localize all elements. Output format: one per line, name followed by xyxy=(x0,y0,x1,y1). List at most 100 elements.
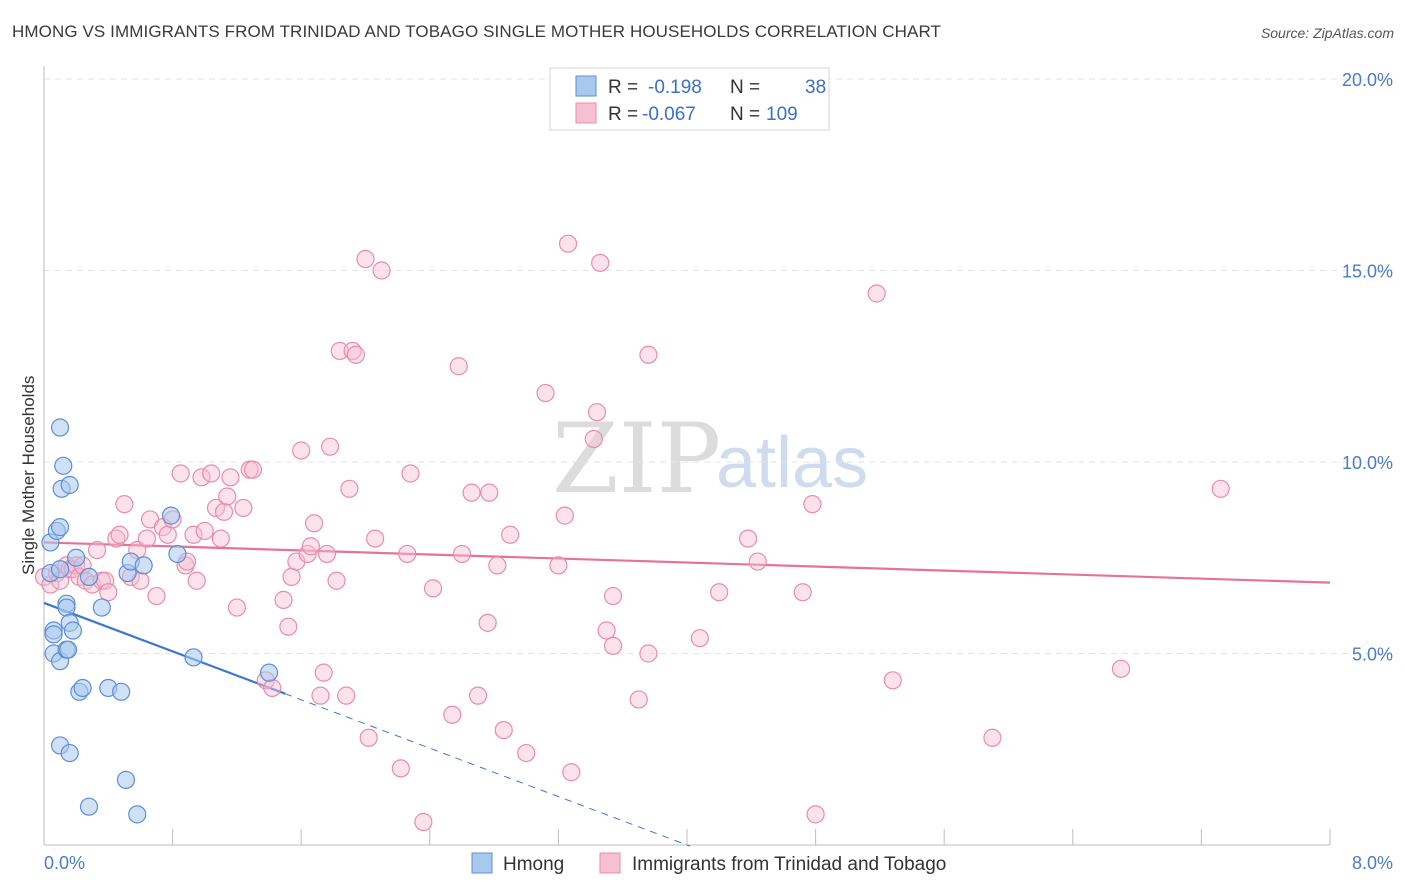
watermark-zip: ZIP xyxy=(552,403,721,515)
point-trinidad xyxy=(449,357,468,376)
point-hmong xyxy=(134,556,153,575)
legend-swatch-hmong xyxy=(575,75,597,97)
point-trinidad xyxy=(748,552,767,571)
trend-line-trinidad xyxy=(43,541,1331,584)
point-hmong xyxy=(184,648,203,667)
y-tick-label-20: 20.0% xyxy=(1342,70,1393,90)
point-trinidad xyxy=(301,537,320,556)
point-trinidad xyxy=(549,556,568,575)
point-trinidad xyxy=(1211,479,1230,498)
point-trinidad xyxy=(195,521,214,541)
point-trinidad xyxy=(337,686,356,705)
legend-n-label-trinidad: N = xyxy=(730,104,760,125)
point-trinidad xyxy=(597,621,616,640)
point-trinidad xyxy=(292,441,311,460)
point-trinidad xyxy=(793,583,812,602)
point-trinidad xyxy=(558,234,578,253)
point-hmong xyxy=(92,598,111,617)
point-trinidad xyxy=(806,805,825,824)
legend-n-value-trinidad: 109 xyxy=(766,104,798,125)
point-trinidad xyxy=(147,586,166,606)
point-trinidad xyxy=(603,586,623,606)
chart-title: HMONG VS IMMIGRANTS FROM TRINIDAD AND TO… xyxy=(12,22,942,41)
point-trinidad xyxy=(414,812,433,832)
point-hmong xyxy=(116,770,136,789)
watermark-atlas: atlas xyxy=(716,423,868,503)
point-trinidad xyxy=(314,663,333,682)
point-trinidad xyxy=(536,383,555,403)
bottom-legend-swatch-hmong xyxy=(471,852,493,874)
point-trinidad xyxy=(584,429,603,449)
point-trinidad xyxy=(488,556,507,575)
point-trinidad xyxy=(234,498,253,518)
point-trinidad xyxy=(327,571,346,590)
series-trinidad-points xyxy=(34,234,1230,832)
point-trinidad xyxy=(214,502,234,521)
point-trinidad xyxy=(883,671,902,690)
point-trinidad xyxy=(274,590,293,609)
point-trinidad xyxy=(366,529,385,548)
point-trinidad xyxy=(591,253,610,272)
point-trinidad xyxy=(359,728,378,747)
point-trinidad xyxy=(171,464,190,483)
point-trinidad xyxy=(398,544,417,564)
point-trinidad xyxy=(555,506,574,525)
point-trinidad xyxy=(603,636,623,655)
point-trinidad xyxy=(346,345,365,364)
point-hmong xyxy=(59,640,78,659)
point-trinidad xyxy=(282,567,301,587)
point-trinidad xyxy=(372,261,391,280)
point-trinidad xyxy=(218,487,237,506)
legend-r-value-hmong: -0.198 xyxy=(648,77,702,98)
point-trinidad xyxy=(87,540,107,560)
point-trinidad xyxy=(517,743,536,763)
point-trinidad xyxy=(202,464,221,483)
point-trinidad xyxy=(321,437,340,456)
x-tick-label-min: 0.0% xyxy=(44,853,85,873)
legend-box: R = -0.198 N = 38 R = -0.067 N = 109 xyxy=(549,67,830,131)
point-trinidad xyxy=(462,483,481,502)
trend-line-hmong-extension xyxy=(284,693,691,847)
bottom-legend-trinidad: Immigrants from Trinidad and Tobago xyxy=(632,854,946,875)
point-trinidad xyxy=(340,479,359,498)
legend-n-label-hmong: N = xyxy=(730,77,760,98)
point-trinidad xyxy=(243,460,263,479)
point-trinidad xyxy=(401,464,420,483)
point-hmong xyxy=(60,475,79,495)
point-trinidad xyxy=(115,495,134,514)
legend-swatch-trinidad xyxy=(575,102,597,124)
point-hmong xyxy=(60,743,79,763)
point-trinidad xyxy=(192,468,211,487)
trend-lines xyxy=(43,541,1331,847)
point-trinidad xyxy=(639,644,658,663)
gridlines xyxy=(44,78,1393,654)
point-trinidad xyxy=(478,613,497,632)
point-trinidad xyxy=(867,284,886,303)
point-trinidad xyxy=(587,403,607,422)
bottom-legend: Hmong Immigrants from Trinidad and Tobag… xyxy=(471,852,946,875)
point-trinidad xyxy=(279,617,298,636)
point-trinidad xyxy=(311,686,330,705)
point-hmong xyxy=(79,567,99,587)
point-trinidad xyxy=(443,705,462,724)
point-trinidad xyxy=(137,529,156,548)
point-trinidad xyxy=(629,690,648,709)
point-trinidad xyxy=(184,525,203,544)
point-trinidad xyxy=(423,579,443,598)
point-trinidad xyxy=(221,468,240,487)
y-tick-label-5: 5.0% xyxy=(1352,645,1393,665)
point-hmong xyxy=(50,418,70,437)
point-hmong xyxy=(128,805,147,824)
point-trinidad xyxy=(391,759,410,778)
point-trinidad xyxy=(110,525,129,544)
legend-r-label-trinidad: R = xyxy=(608,104,638,125)
y-axis-label: Single Mother Households xyxy=(19,376,38,575)
point-hmong xyxy=(57,598,76,617)
point-trinidad xyxy=(983,728,1002,747)
point-trinidad xyxy=(211,529,230,548)
point-hmong xyxy=(112,682,131,701)
source-label: Source: ZipAtlas.com xyxy=(1260,25,1394,41)
trend-line-hmong xyxy=(43,601,286,695)
bottom-legend-swatch-trinidad xyxy=(599,852,621,874)
